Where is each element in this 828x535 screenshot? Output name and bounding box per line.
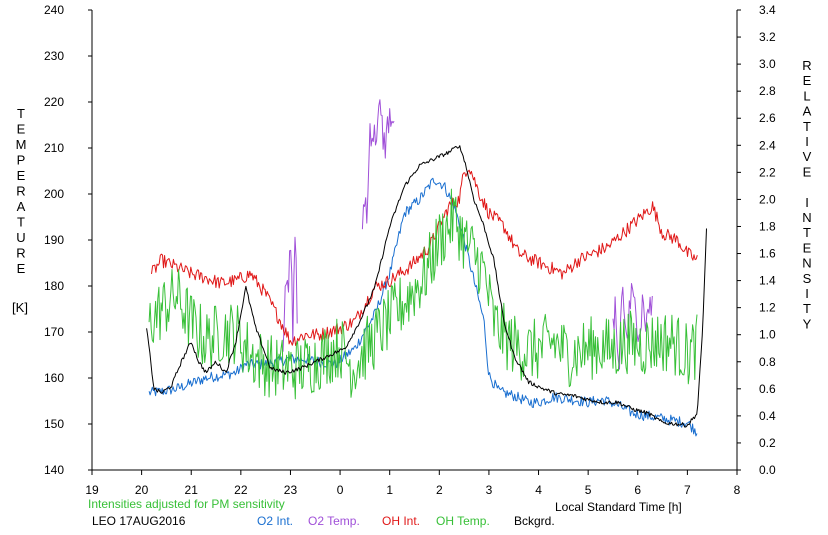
- series-line: [146, 145, 707, 428]
- legend-o2-temp: O2 Temp.: [308, 514, 360, 528]
- x-tick-label: 8: [734, 483, 741, 497]
- left-tick-label: 220: [44, 95, 64, 109]
- legend-o2-int: O2 Int.: [257, 514, 294, 528]
- left-tick-label: 210: [44, 141, 64, 155]
- series-o2-temp: [282, 99, 653, 370]
- left-axis-title-letter: R: [16, 246, 25, 261]
- right-axis-title-letter: Y: [803, 316, 812, 331]
- x-tick-label: 4: [535, 483, 542, 497]
- right-tick-label: 0.8: [759, 355, 776, 369]
- right-axis-title-letter: I: [805, 286, 809, 301]
- series-bckgrd: [146, 145, 707, 428]
- left-axis-title-letter: U: [16, 230, 25, 245]
- x-tick-label: 6: [634, 483, 641, 497]
- right-tick-label: 2.2: [759, 165, 776, 179]
- x-tick-label: 20: [135, 483, 149, 497]
- legend-bckgrd: Bckgrd.: [514, 514, 555, 528]
- legend-oh-temp: OH Temp.: [436, 514, 490, 528]
- right-axis-title-letter: N: [802, 210, 811, 225]
- left-axis-title-letter: A: [17, 199, 26, 214]
- left-tick-label: 150: [44, 417, 64, 431]
- x-tick-label: 0: [337, 483, 344, 497]
- left-axis-title-letter: M: [16, 137, 27, 152]
- right-tick-label: 1.6: [759, 247, 776, 261]
- x-tick-label: 22: [234, 483, 248, 497]
- left-axis-title-letter: E: [17, 261, 26, 276]
- left-tick-label: 160: [44, 371, 64, 385]
- left-axis-title-letter: T: [17, 215, 25, 230]
- x-tick-label: 7: [684, 483, 691, 497]
- right-axis-title-letter: T: [803, 301, 811, 316]
- right-axis-title-letter: S: [803, 271, 812, 286]
- right-tick-label: 2.8: [759, 84, 776, 98]
- right-tick-label: 3.0: [759, 57, 776, 71]
- x-tick-label: 5: [585, 483, 592, 497]
- right-tick-label: 1.4: [759, 274, 776, 288]
- right-axis-title-letter: L: [803, 88, 810, 103]
- x-tick-label: 19: [85, 483, 99, 497]
- legend-oh-int: OH Int.: [382, 514, 421, 528]
- right-axis-title-letter: N: [802, 256, 811, 271]
- right-axis-title-letter: I: [805, 195, 809, 210]
- right-tick-label: 0.4: [759, 409, 776, 423]
- right-axis-title-letter: V: [803, 149, 812, 164]
- right-axis-title-letter: E: [803, 240, 812, 255]
- series-o2-int: [148, 177, 698, 437]
- left-axis-title-letter: P: [17, 153, 26, 168]
- right-tick-label: 2.6: [759, 111, 776, 125]
- right-axis-title-letter: T: [803, 119, 811, 134]
- x-axis-label: Local Standard Time [h]: [555, 500, 682, 514]
- right-axis-title-letter: E: [803, 73, 812, 88]
- x-tick-label: 23: [284, 483, 298, 497]
- left-axis-title-letter: E: [17, 122, 26, 137]
- right-tick-label: 2.0: [759, 192, 776, 206]
- right-axis-title-letter: T: [803, 225, 811, 240]
- left-axis-unit: [K]: [12, 300, 28, 315]
- sensitivity-note: Intensities adjusted for PM sensitivity: [88, 497, 285, 511]
- series-line: [612, 283, 653, 370]
- right-tick-label: 3.2: [759, 30, 776, 44]
- left-tick-label: 240: [44, 3, 64, 17]
- left-tick-label: 180: [44, 279, 64, 293]
- series-oh-temp: [148, 188, 698, 400]
- x-tick-label: 21: [185, 483, 199, 497]
- right-tick-label: 3.4: [759, 3, 776, 17]
- right-axis-title-letter: I: [805, 134, 809, 149]
- series-line: [148, 188, 698, 400]
- right-tick-label: 2.4: [759, 138, 776, 152]
- right-tick-label: 1.8: [759, 219, 776, 233]
- left-tick-label: 140: [44, 463, 64, 477]
- x-tick-label: 3: [486, 483, 493, 497]
- left-axis-title-letter: T: [17, 106, 25, 121]
- left-tick-label: 200: [44, 187, 64, 201]
- right-axis-title-letter: R: [802, 58, 811, 73]
- x-tick-label: 2: [436, 483, 443, 497]
- series-line: [361, 99, 395, 230]
- left-axis-title-letter: E: [17, 168, 26, 183]
- left-tick-label: 190: [44, 233, 64, 247]
- right-axis-title-letter: A: [803, 104, 812, 119]
- x-tick-label: 1: [386, 483, 393, 497]
- series-line: [282, 236, 298, 352]
- right-tick-label: 0.2: [759, 436, 776, 450]
- right-tick-label: 1.0: [759, 328, 776, 342]
- right-tick-label: 0.0: [759, 463, 776, 477]
- left-tick-label: 230: [44, 49, 64, 63]
- right-tick-label: 0.6: [759, 382, 776, 396]
- right-axis-title-letter: E: [803, 164, 812, 179]
- station-date-label: LEO 17AUG2016: [92, 514, 186, 528]
- left-axis-title-letter: R: [16, 184, 25, 199]
- left-tick-label: 170: [44, 325, 64, 339]
- series-line: [148, 177, 698, 437]
- right-tick-label: 1.2: [759, 301, 776, 315]
